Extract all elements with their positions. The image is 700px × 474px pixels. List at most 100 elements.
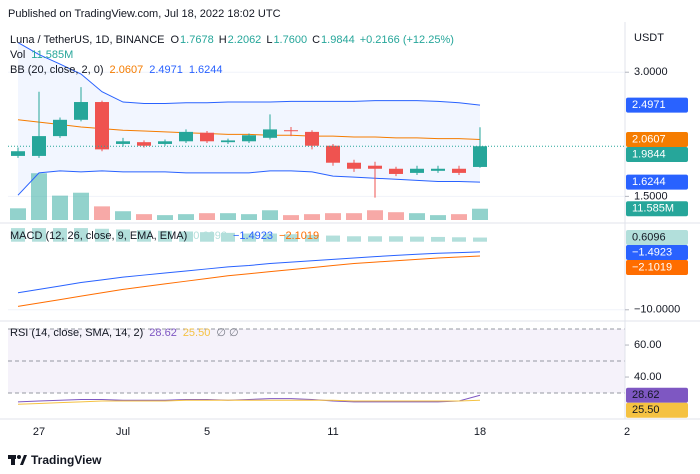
macd-histogram-bar [305,234,319,242]
candle-body [410,168,424,173]
published-note: Published on TradingView.com, Jul 18, 20… [8,8,281,20]
legend-text: ∅ ∅ [216,327,238,339]
macd-histogram-bar [431,236,445,242]
macd-line [17,251,481,294]
volume-bar [94,206,110,220]
macd-histogram-bar [284,234,298,242]
x-tick-label: 11 [327,426,338,438]
macd-histogram-bar [116,229,130,242]
legend-text: 2.4971 [149,64,183,76]
volume-bar [115,211,131,220]
legend-text: 1.6244 [189,64,223,76]
legend-text: 0.6096 [193,230,227,242]
y-tick-label: −10.0000 [634,304,680,316]
price-badge-label: −2.1019 [632,261,672,273]
candle-body [263,129,277,138]
candle-body [473,146,487,167]
candle-body [200,132,214,142]
y-tick-label: 60.00 [634,339,662,351]
bollinger-line [17,170,481,196]
legend-text: 2.2062 [228,34,262,46]
volume-bar [157,215,173,220]
macd-histogram-bar [32,228,46,242]
macd-histogram-bar [347,236,361,242]
price-badge [626,174,688,190]
price-badge [626,201,688,217]
candle-body [242,135,256,142]
macd-histogram-bar [389,236,403,242]
volume-bar [451,214,467,220]
legend-text: RSI (14, close, SMA, 14, 2) [10,327,143,339]
volume-bar [283,215,299,220]
volume-bar [73,192,89,220]
macd-histogram-bar [410,236,424,242]
price-badge [626,387,688,403]
x-tick-label: 27 [33,426,45,438]
macd-histogram-bar [200,232,214,242]
macd-histogram-bar [452,237,466,242]
legend-text: L [266,34,272,46]
legend-text: +0.2166 (+12.25%) [360,34,454,46]
macd-histogram-bar [221,232,235,242]
candle-body [179,131,193,142]
price-badge-label: 1.9844 [632,148,666,160]
macd-histogram-bar [137,230,151,242]
price-badge [626,146,688,162]
candle-body [158,141,172,144]
candle-body [137,142,151,146]
macd-histogram-bar [326,235,340,242]
legend-text: 1.7678 [180,34,214,46]
price-badge [626,245,688,261]
legend-text: −1.4923 [233,230,273,242]
candle-body [116,141,130,144]
y-tick-label: 3.0000 [634,66,668,78]
currency-label: USDT [634,32,664,44]
price-badge-label: 25.50 [632,404,660,416]
legend-text: Luna / TetherUS, 1D, BINANCE [10,34,164,46]
legend-text: 2.0607 [110,64,144,76]
macd-line [17,255,481,307]
volume-bar [136,214,152,220]
legend-text: 28.62 [149,327,177,339]
volume-bar [178,214,194,220]
rsi-line [17,399,481,405]
legend-text: O [170,34,179,46]
volume-bar [220,213,236,220]
volume-bar [346,213,362,220]
volume-bar [10,208,26,220]
candle-body [95,102,109,150]
macd-histogram-bar [242,233,256,242]
legend-text: Vol [10,49,25,61]
y-tick-label: 40.00 [634,371,662,383]
legend-text: H [219,34,227,46]
candle-body [284,130,298,132]
price-badge-label: 28.62 [632,389,660,401]
legend-text: C [312,34,320,46]
plot-layer [8,42,625,405]
candle-body [326,145,340,163]
price-badge-label: 1.6244 [632,176,666,188]
candle-body [11,151,25,156]
price-badge-label: 0.6096 [632,231,666,243]
volume-bar [367,210,383,220]
rsi-line [17,394,481,403]
volume-bar [199,213,215,220]
price-badge-label: 2.4971 [632,99,666,111]
volume-bar [31,173,47,220]
price-badge [626,131,688,147]
macd-histogram-bar [74,228,88,242]
candle-body [221,140,235,143]
legend-text: −2.1019 [279,230,319,242]
y-tick-label: 1.5000 [634,190,668,202]
price-badge [626,230,688,246]
volume-bar [262,210,278,220]
legend-text: 1.9844 [321,34,355,46]
macd-histogram-bar [179,231,193,242]
candle-body [368,165,382,169]
volume-bar [304,214,320,220]
macd-histogram-bar [473,237,487,242]
legend-text: BB (20, close, 2, 0) [10,64,104,76]
footer-brand: TradingView [31,453,102,467]
